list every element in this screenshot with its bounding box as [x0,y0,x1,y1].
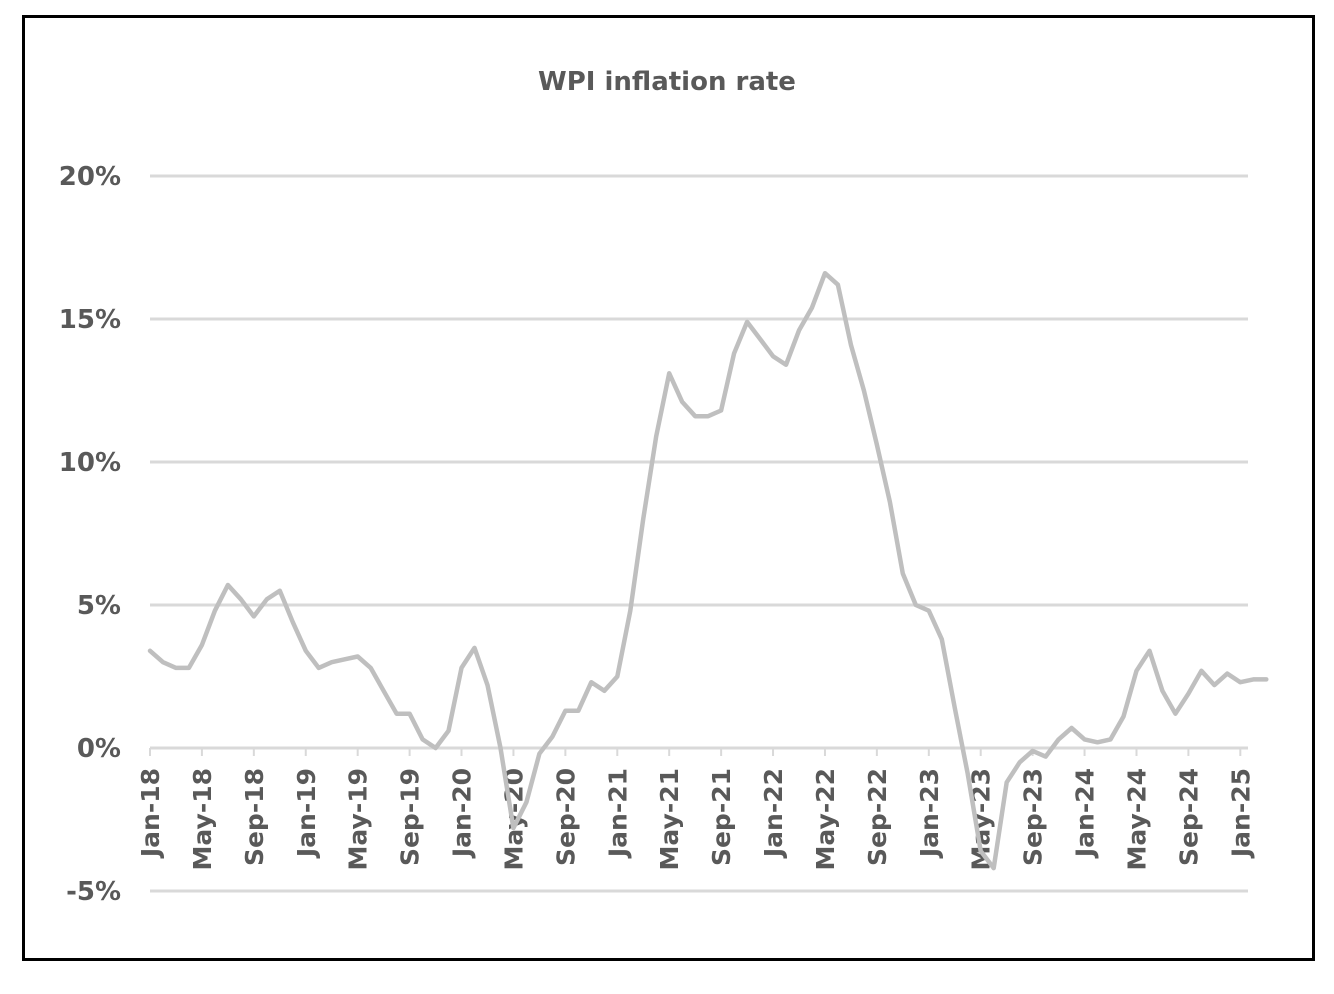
y-axis-ticks: 20% 15% 10% 5% 0% -5% [59,162,121,907]
x-tick-label: Sep-21 [707,768,736,866]
x-tick-label: Sep-23 [1019,768,1048,866]
x-tick-label: Sep-24 [1174,768,1203,866]
x-tick-label: Jan-23 [915,768,944,859]
chart-frame [22,15,1315,961]
x-tick-label: Sep-19 [396,768,425,866]
gridlines [150,174,1248,893]
x-tick-label: Jan-18 [136,768,165,859]
series-layer [147,270,1269,871]
y-tick-label: -5% [66,877,121,907]
x-tick-label: May-24 [1122,768,1151,870]
x-tick-label: May-19 [344,768,373,870]
x-tick-label: Jan-20 [448,768,477,859]
x-tick-label: Sep-22 [863,768,892,866]
x-tick-label: Jan-22 [759,768,788,859]
y-tick-label: 0% [77,734,121,764]
x-tick-label: Jan-21 [603,768,632,859]
x-tick-label: Sep-18 [240,768,269,866]
y-tick-label: 5% [77,591,121,621]
x-tick-label: May-18 [188,768,217,870]
x-tick-label: May-22 [811,768,840,870]
x-tick-label: Jan-24 [1071,768,1100,859]
y-tick-label: 15% [59,305,121,335]
x-tick-label: Sep-20 [551,768,580,866]
x-tick-label: Jan-19 [292,768,321,859]
x-tick-label: May-21 [655,768,684,870]
wpi-series-line [147,270,1269,871]
y-tick-label: 10% [59,448,121,478]
chart-title: WPI inflation rate [538,67,796,97]
x-tick-label: Jan-25 [1226,768,1255,859]
y-tick-label: 20% [59,162,121,192]
x-axis-ticks: Jan-18 May-18 Sep-18 Jan-19 May-19 Sep-19 Jan-… [136,748,1255,870]
